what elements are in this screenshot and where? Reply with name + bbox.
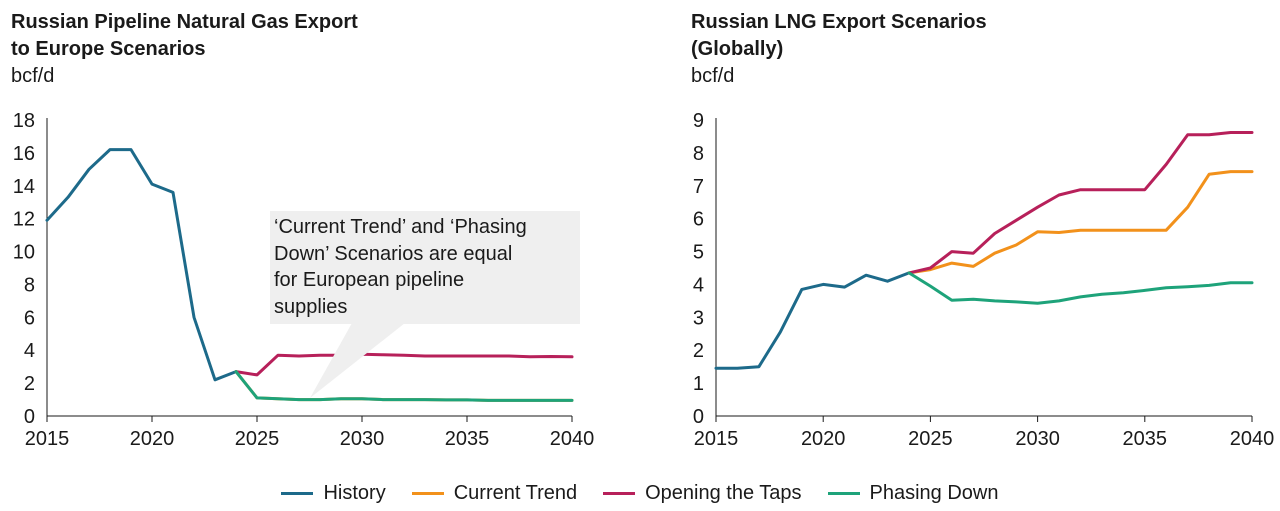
left-chart: 0 2 4 6 8 10 12 14 16 18 2015 2020 2025 2030 2035 2040 [13,110,595,450]
legend-label-phasing-down: Phasing Down [869,482,999,504]
right-y-tick-label: 4 [693,274,704,296]
left-y-tick-label: 0 [24,406,35,428]
right-y-tick-label: 6 [693,209,704,231]
left-series-opening-the-taps [234,352,574,377]
right-x-tick-label: 2035 [1123,428,1168,450]
left-series-phasing-down [234,370,574,402]
left-x-tick-label: 2015 [25,428,70,450]
right-chart: 0 1 2 3 4 5 6 7 8 9 2015 2020 2025 2030 2035 2040 [693,110,1275,450]
right-x-tick-label: 2030 [1015,428,1060,450]
callout-box: ‘Current Trend’ and ‘Phasing Down’ Scena… [270,211,580,324]
legend-item-opening-the-taps: Opening the Taps [603,480,802,506]
left-y-tick-label: 14 [13,176,35,198]
legend-item-history: History [281,480,386,506]
right-x-tick-label: 2015 [694,428,739,450]
legend-item-phasing-down: Phasing Down [827,480,999,506]
right-y-tick-label: 1 [693,373,704,395]
right-y-tick-label: 8 [693,143,704,165]
left-series-current-trend [234,370,574,402]
right-chart-title-line1: Russian LNG Export Scenarios [691,11,987,33]
left-chart-unit: bcf/d [11,65,55,87]
right-y-tick-label: 9 [693,110,704,132]
right-chart-title-line2: (Globally) [691,38,784,60]
left-series-history [45,148,238,382]
right-chart-unit: bcf/d [691,65,735,87]
legend-swatch-phasing-down [827,491,860,495]
left-x-tick-label: 2020 [130,428,175,450]
right-y-tick-label: 7 [693,176,704,198]
left-x-tick-label: 2025 [235,428,280,450]
right-chart-title: Russian LNG Export Scenarios (Globally) [691,9,987,63]
right-y-tick-label: 2 [693,340,704,362]
legend-label-history: History [323,482,386,504]
left-chart-title-line2: to Europe Scenarios [11,38,206,60]
right-y-tick-label: 5 [693,242,704,264]
right-y-tick-label: 3 [693,307,704,329]
legend-item-current-trend: Current Trend [411,480,578,506]
left-y-tick-label: 18 [13,110,35,132]
left-y-tick-label: 10 [13,242,35,264]
right-series-opening-the-taps [907,131,1254,275]
left-y-tick-label: 4 [24,340,35,362]
right-series-history [714,271,911,370]
left-y-tick-label: 16 [13,143,35,165]
left-x-tick-label: 2035 [445,428,490,450]
left-y-tick-label: 8 [24,274,35,296]
left-chart-title: Russian Pipeline Natural Gas Export to E… [11,9,358,63]
legend-label-opening-the-taps: Opening the Taps [645,482,802,504]
legend-swatch-current-trend [411,491,444,495]
right-x-tick-label: 2020 [801,428,846,450]
legend-swatch-history [281,491,314,495]
right-series-current-trend [907,170,1254,275]
left-chart-title-line1: Russian Pipeline Natural Gas Export [11,11,358,33]
right-y-tick-label: 0 [693,406,704,428]
callout-text: ‘Current Trend’ and ‘Phasing Down’ Scena… [274,216,527,318]
left-x-tick-label: 2040 [550,428,595,450]
legend-swatch-opening-the-taps [603,491,636,495]
legend: History Current Trend Opening the Taps P… [0,480,1280,506]
right-x-tick-label: 2025 [908,428,953,450]
left-x-tick-label: 2030 [340,428,385,450]
right-x-tick-label: 2040 [1230,428,1275,450]
legend-label-current-trend: Current Trend [453,482,578,504]
left-y-tick-label: 12 [13,209,35,231]
left-y-tick-label: 6 [24,307,35,329]
right-series-phasing-down [907,271,1254,305]
left-y-tick-label: 2 [24,373,35,395]
